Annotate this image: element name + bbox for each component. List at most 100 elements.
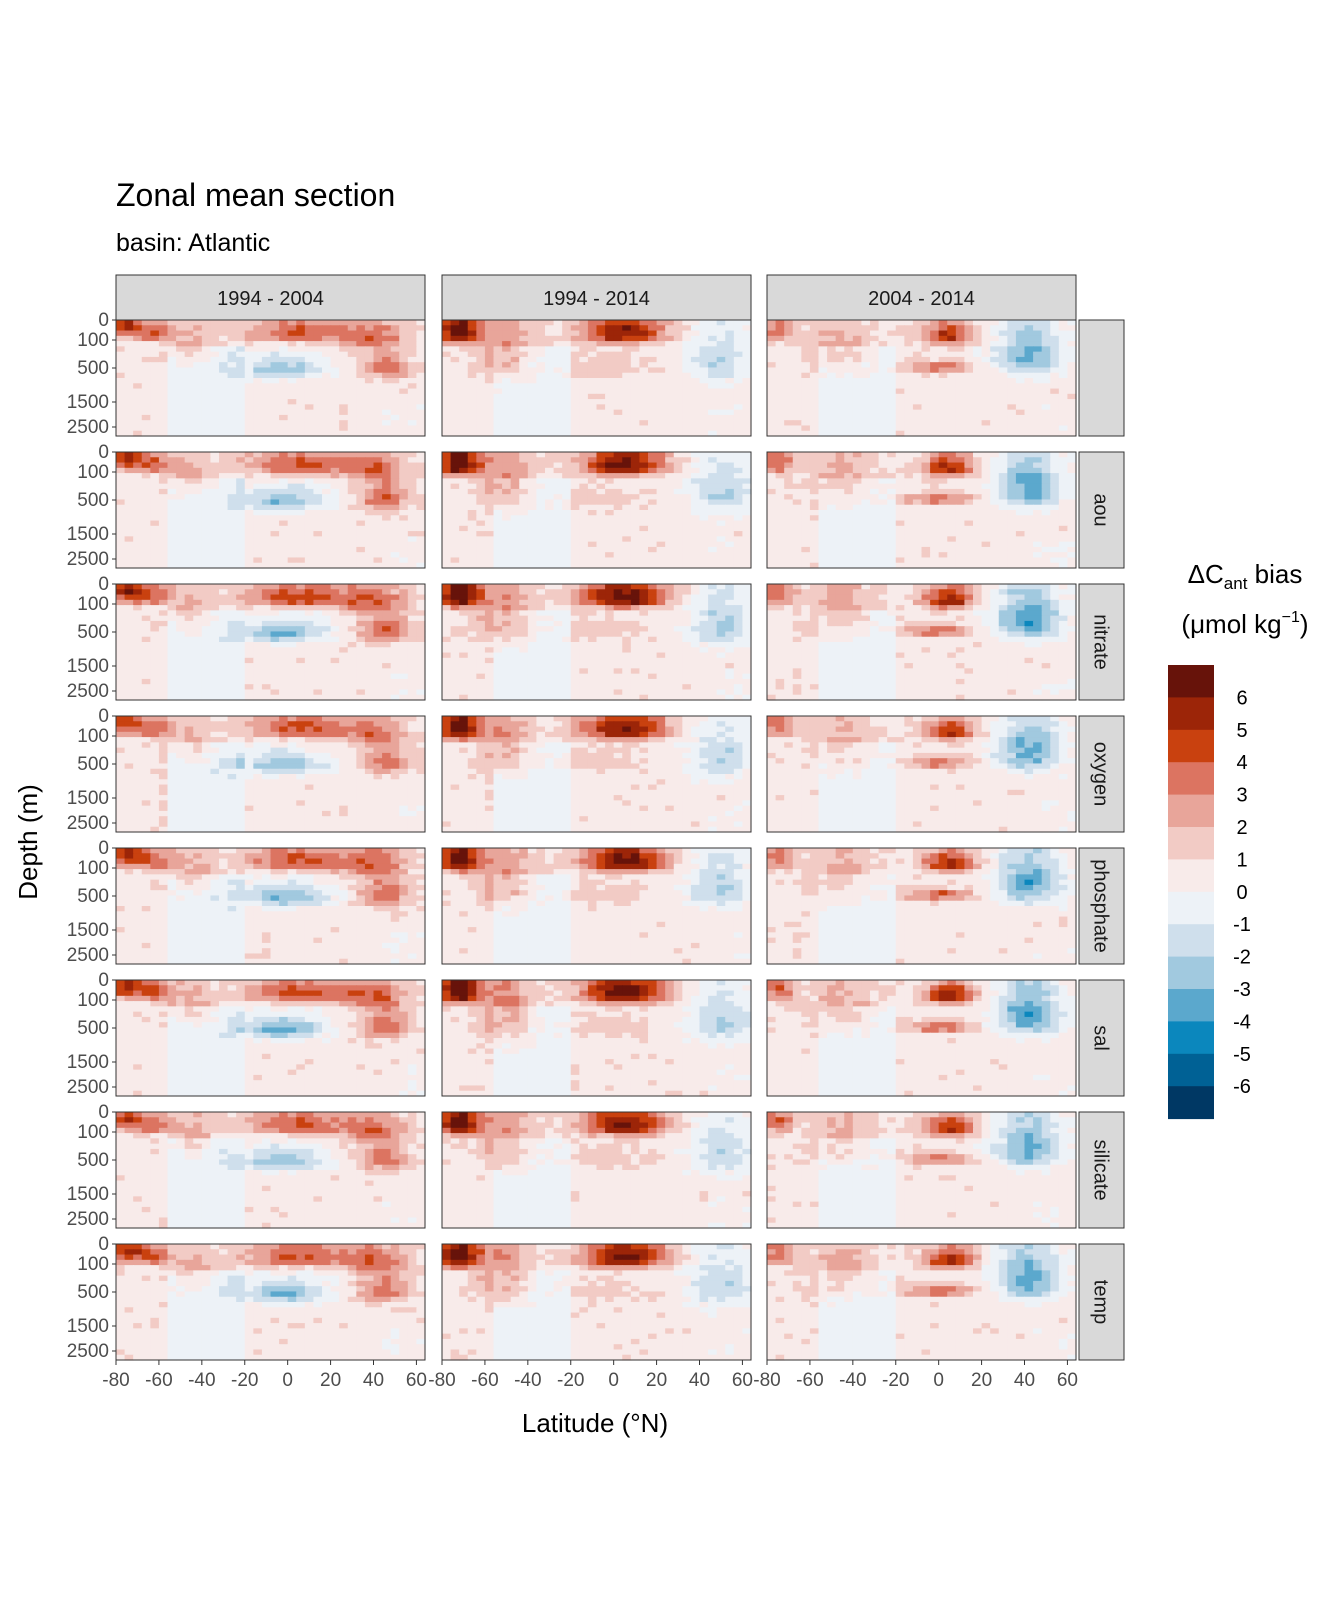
heat-cell xyxy=(253,483,263,490)
heat-cell xyxy=(459,510,469,516)
heat-cell xyxy=(193,325,203,332)
row-strip-label: nitrate xyxy=(1090,614,1112,670)
heat-cell xyxy=(973,510,983,516)
heat-cell xyxy=(519,372,529,379)
heat-cell xyxy=(210,488,220,495)
heat-cell xyxy=(733,388,744,395)
heat-cell xyxy=(227,488,237,495)
heat-cell xyxy=(878,409,888,416)
heat-cell xyxy=(613,362,623,369)
heat-cell xyxy=(279,356,289,363)
heat-cell xyxy=(1015,335,1026,342)
heat-cell xyxy=(733,341,744,347)
heat-cell xyxy=(1050,562,1060,569)
heat-cell xyxy=(219,325,229,332)
heat-cell xyxy=(193,351,203,358)
heat-cell xyxy=(973,320,983,326)
heat-cell xyxy=(716,531,726,537)
heat-cell xyxy=(287,378,297,384)
heat-cell xyxy=(364,510,375,516)
heat-cell xyxy=(399,594,409,601)
heat-cell xyxy=(690,546,701,553)
heat-cell xyxy=(390,499,400,506)
heat-cell xyxy=(938,536,948,543)
heat-cell xyxy=(733,494,744,501)
heat-cell xyxy=(339,457,349,464)
heat-cell xyxy=(579,362,589,369)
heat-cell xyxy=(1024,546,1034,553)
heat-cell xyxy=(775,388,785,395)
heat-cell xyxy=(784,473,794,479)
heat-cell xyxy=(502,457,512,464)
heat-cell xyxy=(605,499,615,506)
heat-cell xyxy=(450,504,460,511)
heat-cell xyxy=(227,341,237,347)
heat-cell xyxy=(716,473,726,479)
heat-cell xyxy=(545,430,555,437)
heat-cell xyxy=(141,335,151,342)
heat-cell xyxy=(124,599,134,606)
heat-cell xyxy=(870,473,880,479)
heat-cell xyxy=(219,552,229,559)
heat-cell xyxy=(733,372,744,379)
heat-cell xyxy=(1067,414,1077,421)
heat-cell xyxy=(570,494,580,501)
heat-cell xyxy=(1067,494,1077,501)
heat-cell xyxy=(665,372,675,379)
heat-cell xyxy=(313,367,323,374)
heat-cell xyxy=(467,473,477,479)
heat-cell xyxy=(219,425,229,432)
heat-cell xyxy=(390,504,400,511)
heat-cell xyxy=(878,367,888,374)
heat-cell xyxy=(964,320,974,326)
heat-cell xyxy=(399,414,409,421)
heat-cell xyxy=(287,335,297,342)
heat-cell xyxy=(176,531,186,537)
heat-cell xyxy=(545,367,555,374)
heat-cell xyxy=(1024,467,1034,474)
heat-cell xyxy=(827,362,837,369)
heat-cell xyxy=(784,515,794,522)
heat-cell xyxy=(852,462,863,469)
heat-cell xyxy=(973,494,983,501)
heat-cell xyxy=(887,414,897,421)
heat-cell xyxy=(1058,531,1069,537)
heat-cell xyxy=(484,467,495,474)
heat-cell xyxy=(304,605,315,611)
heat-cell xyxy=(792,452,802,458)
heat-cell xyxy=(775,520,785,527)
heat-cell xyxy=(407,589,418,596)
heat-cell xyxy=(1058,557,1069,564)
heat-cell xyxy=(673,378,683,384)
heat-cell xyxy=(639,425,649,432)
heat-cell xyxy=(287,346,297,353)
heat-cell xyxy=(339,320,349,326)
heat-cell xyxy=(887,330,897,337)
heat-cell xyxy=(998,367,1008,374)
heat-cell xyxy=(1050,414,1060,421)
heat-cell xyxy=(339,356,349,363)
heat-cell xyxy=(364,393,375,400)
heat-cell xyxy=(339,541,349,548)
heat-cell xyxy=(167,510,177,516)
heat-cell xyxy=(801,346,811,353)
heat-cell xyxy=(287,546,297,553)
heat-cell xyxy=(287,520,297,527)
heat-cell xyxy=(296,457,306,464)
heat-cell xyxy=(450,404,460,411)
heat-cell xyxy=(210,462,220,469)
heat-cell xyxy=(716,420,726,427)
heat-cell xyxy=(210,335,220,342)
heat-cell xyxy=(648,488,658,495)
heat-cell xyxy=(373,525,383,532)
heat-cell xyxy=(210,367,220,374)
heat-cell xyxy=(622,504,632,511)
heat-cell xyxy=(1067,399,1077,405)
heat-cell xyxy=(878,341,888,347)
heat-cell xyxy=(347,525,357,532)
heat-cell xyxy=(1041,367,1051,374)
heat-cell xyxy=(373,562,383,569)
heat-cell xyxy=(193,383,203,390)
heat-cell xyxy=(784,393,794,400)
heat-cell xyxy=(184,557,194,564)
